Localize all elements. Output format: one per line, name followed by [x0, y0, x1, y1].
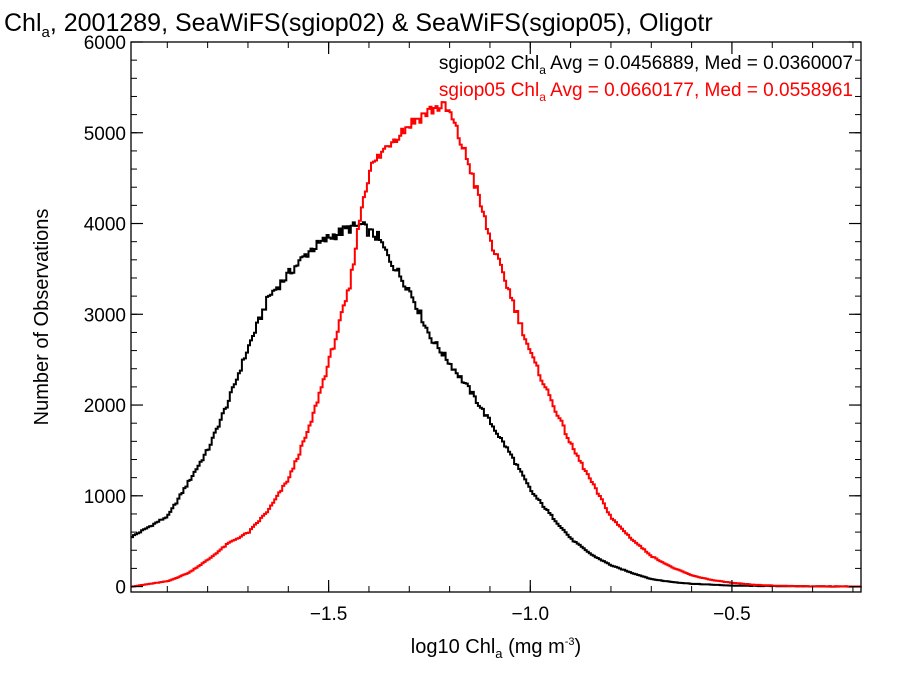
xlabel-end: )	[575, 636, 582, 658]
plot-frame	[130, 41, 862, 593]
y-tick-label: 3000	[84, 305, 126, 326]
y-tick-label: 5000	[84, 124, 126, 145]
series-line-sgiop02	[131, 221, 861, 588]
x-tick-label: −1.5	[310, 604, 348, 625]
legend-sgiop02-post: Avg = 0.0456889, Med = 0.0360007	[546, 53, 853, 74]
title-post: , 2001289, SeaWiFS(sgiop02) & SeaWiFS(sg…	[50, 9, 713, 37]
y-tick-label: 6000	[84, 33, 126, 54]
legend-sgiop05-sub: a	[539, 90, 546, 104]
xlabel-post: (mg m	[503, 636, 565, 658]
legend-sgiop02-pre: sgiop02 Chl	[439, 53, 539, 74]
y-tick-label: 4000	[84, 215, 126, 236]
x-tick-label: −1.0	[512, 604, 550, 625]
legend-entry-sgiop05: sgiop05 Chla Avg = 0.0660177, Med = 0.05…	[439, 80, 853, 104]
legend-sgiop05-pre: sgiop05 Chl	[439, 80, 539, 101]
y-tick-label: 1000	[84, 487, 126, 508]
ticks-layer: −1.5 −1.0 −0.5 0 1000 2000 3000 4000 5000 6000	[84, 33, 861, 625]
y-tick-label: 0	[115, 578, 126, 599]
legend-sgiop05-post: Avg = 0.0660177, Med = 0.0558961	[546, 80, 853, 101]
xlabel-sub: a	[495, 646, 503, 661]
xlabel-sup: -3	[565, 636, 575, 648]
series-line-sgiop05	[131, 101, 862, 588]
xlabel-pre: log10 Chl	[411, 636, 496, 658]
title-pre: Chl	[4, 9, 42, 37]
series-layer	[131, 101, 862, 588]
title-sub: a	[42, 24, 51, 41]
legend-sgiop02-sub: a	[539, 63, 546, 77]
y-tick-label: 2000	[84, 396, 126, 417]
x-axis-label: log10 Chla (mg m-3)	[411, 636, 581, 661]
chart-title: Chla, 2001289, SeaWiFS(sgiop02) & SeaWiF…	[4, 9, 713, 41]
legend-entry-sgiop02: sgiop02 Chla Avg = 0.0456889, Med = 0.03…	[439, 53, 853, 77]
x-tick-label: −0.5	[713, 604, 751, 625]
y-axis-label: Number of Observations	[31, 209, 53, 426]
